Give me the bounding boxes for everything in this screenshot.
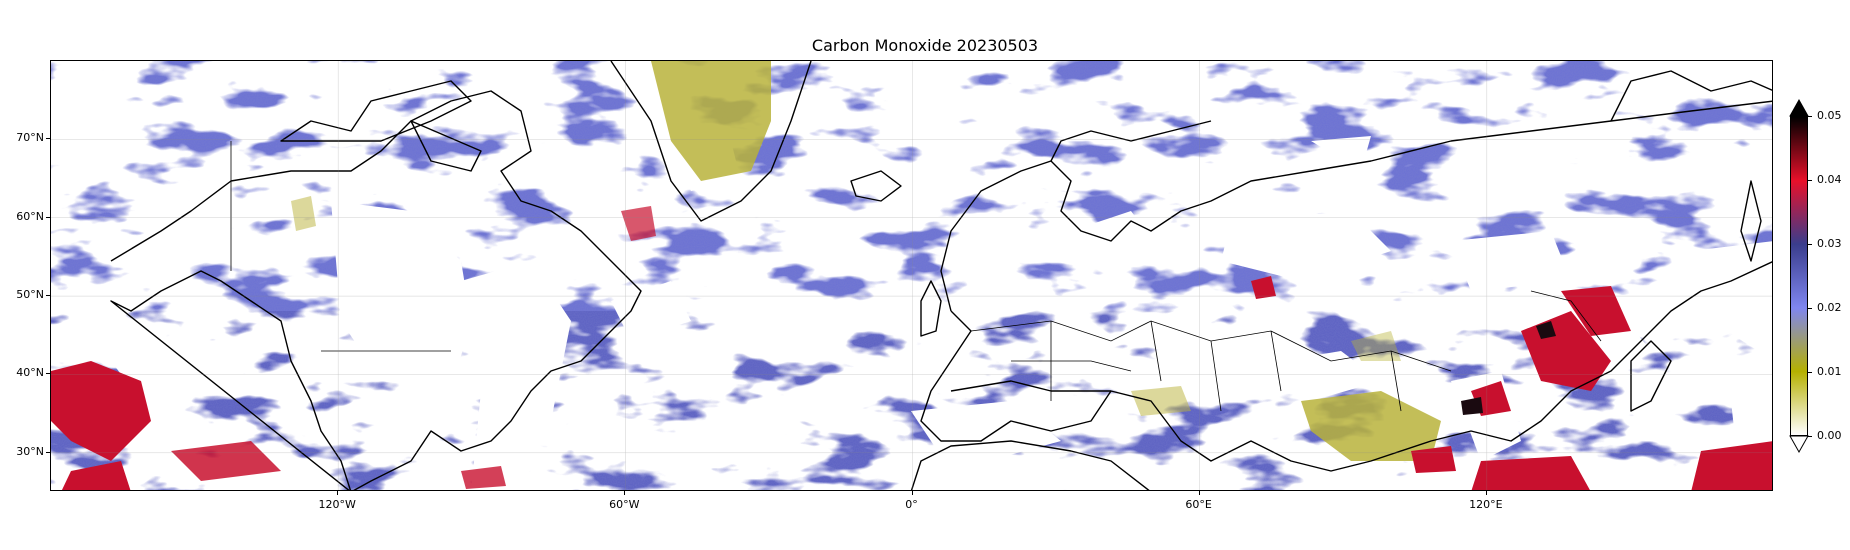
map-title: Carbon Monoxide 20230503 — [811, 36, 1039, 55]
colorbar-tick-label: 0.03 — [1817, 237, 1842, 250]
lat-tick-label: 40°N — [16, 366, 44, 380]
lat-tick — [46, 216, 50, 218]
map-gridlines — [51, 61, 1772, 490]
lon-tick — [337, 491, 339, 495]
colorbar-tick — [1808, 372, 1812, 373]
colorbar — [1790, 116, 1808, 436]
map-area — [50, 60, 1773, 491]
lon-tick — [1198, 491, 1200, 495]
high-co-patches — [51, 206, 1772, 490]
lat-tick-label: 70°N — [16, 131, 44, 145]
colorbar-tick — [1808, 436, 1812, 437]
lat-tick-label: 30°N — [16, 444, 44, 458]
lon-tick-label: 60°E — [1185, 498, 1212, 511]
colorbar-tick — [1808, 180, 1812, 181]
colorbar-tick-label: 0.02 — [1817, 301, 1842, 314]
coastlines — [110, 61, 1772, 490]
lat-tick — [46, 138, 50, 140]
lon-tick-label: 0° — [905, 498, 918, 511]
cloud-gap-shapes — [111, 136, 1772, 490]
colorbar-tick — [1808, 244, 1812, 245]
colorbar-tick-label: 0.01 — [1817, 365, 1842, 378]
lat-tick-label: 50°N — [16, 288, 44, 302]
lon-tick — [1485, 491, 1487, 495]
colorbar-tick-label: 0.00 — [1817, 429, 1842, 442]
colorbar-tick — [1808, 308, 1812, 309]
lon-tick-label: 60°W — [609, 498, 640, 511]
lon-tick — [624, 491, 626, 495]
colorbar-tick-label: 0.04 — [1817, 173, 1842, 186]
country-borders — [230, 141, 1602, 412]
lat-tick — [46, 295, 50, 297]
lon-tick-label: 120°W — [318, 498, 356, 511]
co-field-map — [51, 61, 1772, 490]
lon-tick — [911, 491, 913, 495]
low-co-patches — [291, 61, 1441, 461]
lat-tick — [46, 451, 50, 453]
lon-tick-label: 120°E — [1469, 498, 1503, 511]
lat-tick-label: 60°N — [16, 209, 44, 223]
very-high-co-patches — [1461, 321, 1556, 415]
lat-tick — [46, 373, 50, 375]
colorbar-tick-label: 0.05 — [1817, 109, 1842, 122]
colorbar-extend-bottom-icon — [1789, 435, 1809, 454]
colorbar-tick — [1808, 116, 1812, 117]
